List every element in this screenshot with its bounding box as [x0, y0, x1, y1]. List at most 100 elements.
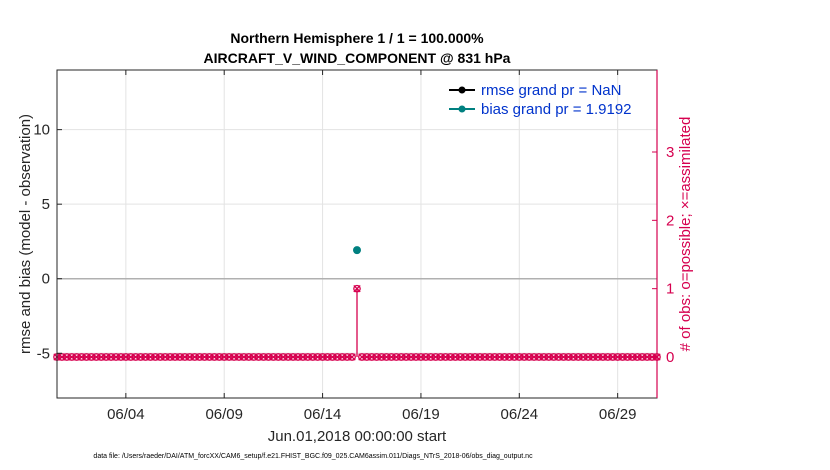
- obs-possible-marker: [500, 353, 509, 361]
- obs-possible-marker: [412, 353, 420, 361]
- obs-possible-marker: [471, 353, 479, 361]
- obs-possible-marker: [559, 353, 568, 361]
- obs-possible-marker: [490, 353, 499, 361]
- obs-possible-marker: [303, 353, 312, 361]
- obs-possible-marker: [643, 353, 652, 361]
- obs-possible-marker: [520, 353, 529, 361]
- obs-possible-marker: [244, 353, 253, 361]
- obs-possible-marker: [190, 353, 199, 361]
- obs-possible-marker: [476, 353, 484, 361]
- obs-possible-marker: [122, 353, 130, 361]
- obs-possible-marker: [205, 353, 214, 361]
- obs-possible-marker: [97, 353, 106, 361]
- obs-possible-marker: [628, 353, 637, 361]
- grid-lines: [57, 70, 657, 398]
- obs-possible-marker: [608, 353, 617, 361]
- x-axis-ticks: 06/04 06/09 06/14 06/19 06/24 06/29: [107, 70, 636, 423]
- obs-possible-marker: [564, 353, 573, 361]
- obs-possible-marker: [515, 353, 524, 361]
- obs-possible-marker: [441, 353, 450, 361]
- legend: rmse grand pr = NaN bias grand pr = 1.91…: [449, 82, 632, 118]
- y2-axis-ticks: 0 1 2 3: [652, 70, 674, 398]
- obs-possible-marker: [308, 353, 317, 361]
- obs-possible-marker: [353, 284, 361, 293]
- obs-possible-marker: [362, 353, 371, 361]
- chart-title-line-2: AIRCRAFT_V_WIND_COMPONENT @ 831 hPa: [204, 50, 511, 66]
- obs-possible-marker: [249, 353, 258, 361]
- obs-possible-marker: [279, 353, 288, 361]
- obs-possible-marker: [87, 353, 96, 361]
- obs-possible-marker: [446, 353, 455, 361]
- obs-possible-marker: [584, 353, 592, 361]
- obs-possible-marker: [141, 353, 150, 361]
- series-point: [353, 246, 361, 255]
- obs-possible-marker: [623, 353, 632, 361]
- obs-possible-marker: [549, 353, 558, 361]
- obs-possible-marker: [554, 353, 563, 361]
- obs-count-markers: [53, 284, 661, 361]
- obs-possible-marker: [599, 353, 607, 361]
- obs-possible-marker: [82, 353, 91, 361]
- obs-possible-marker: [461, 353, 470, 361]
- obs-possible-marker: [215, 353, 224, 361]
- obs-possible-marker: [185, 353, 194, 361]
- obs-possible-marker: [240, 353, 248, 361]
- obs-possible-marker: [544, 353, 553, 361]
- obs-assimilated-marker: [353, 285, 361, 293]
- obs-possible-marker: [161, 353, 170, 361]
- obs-possible-marker: [264, 353, 273, 361]
- x-tick-label: 06/04: [107, 406, 145, 423]
- obs-possible-marker: [328, 353, 337, 361]
- obs-possible-marker: [195, 353, 204, 361]
- obs-possible-marker: [569, 353, 578, 361]
- obs-possible-marker: [436, 353, 445, 361]
- y-axis-label: rmse and bias (model - observation): [17, 114, 34, 354]
- obs-possible-marker: [495, 353, 504, 361]
- obs-possible-marker: [299, 353, 307, 361]
- obs-possible-marker: [525, 353, 533, 361]
- data-file-footnote: data file: /Users/raeder/DAI/ATM_forcXX/…: [93, 453, 533, 460]
- obs-possible-marker: [102, 353, 111, 361]
- legend-rmse-label: rmse grand pr = NaN: [481, 82, 621, 99]
- obs-possible-marker: [633, 353, 642, 361]
- obs-possible-marker: [358, 353, 366, 361]
- obs-possible-marker: [289, 353, 297, 361]
- obs-possible-marker: [171, 353, 179, 361]
- obs-possible-marker: [589, 353, 597, 361]
- obs-possible-marker: [313, 353, 322, 361]
- obs-possible-marker: [136, 353, 145, 361]
- obs-possible-marker: [348, 353, 356, 361]
- y-tick-label: 10: [33, 122, 50, 139]
- obs-possible-marker: [510, 353, 519, 361]
- obs-possible-marker: [210, 353, 219, 361]
- obs-possible-marker: [397, 353, 406, 361]
- obs-possible-marker: [338, 353, 347, 361]
- obs-possible-marker: [426, 353, 435, 361]
- obs-possible-marker: [540, 353, 548, 361]
- obs-possible-marker: [333, 353, 342, 361]
- obs-possible-marker: [417, 353, 425, 361]
- obs-possible-marker: [367, 353, 376, 361]
- obs-possible-marker: [402, 353, 411, 361]
- y-axis-ticks: -5 0 5 10: [33, 122, 62, 362]
- obs-possible-marker: [131, 353, 140, 361]
- obs-possible-marker: [613, 353, 622, 361]
- series-markers: [353, 246, 361, 255]
- obs-possible-marker: [62, 353, 71, 361]
- y2-axis-label: # of obs: o=possible; ×=assimilated: [677, 117, 694, 352]
- x-tick-label: 06/29: [599, 406, 637, 423]
- obs-possible-marker: [574, 353, 583, 361]
- y-tick-label: -5: [37, 345, 50, 362]
- obs-possible-marker: [230, 353, 238, 361]
- x-tick-label: 06/14: [304, 406, 342, 423]
- y-tick-label: 5: [42, 196, 50, 213]
- obs-possible-marker: [372, 353, 381, 361]
- obs-possible-marker: [58, 353, 66, 361]
- obs-possible-marker: [431, 353, 440, 361]
- obs-possible-marker: [67, 353, 76, 361]
- obs-possible-marker: [535, 353, 543, 361]
- obs-possible-marker: [77, 353, 86, 361]
- x-tick-label: 06/09: [205, 406, 243, 423]
- obs-possible-marker: [112, 353, 120, 361]
